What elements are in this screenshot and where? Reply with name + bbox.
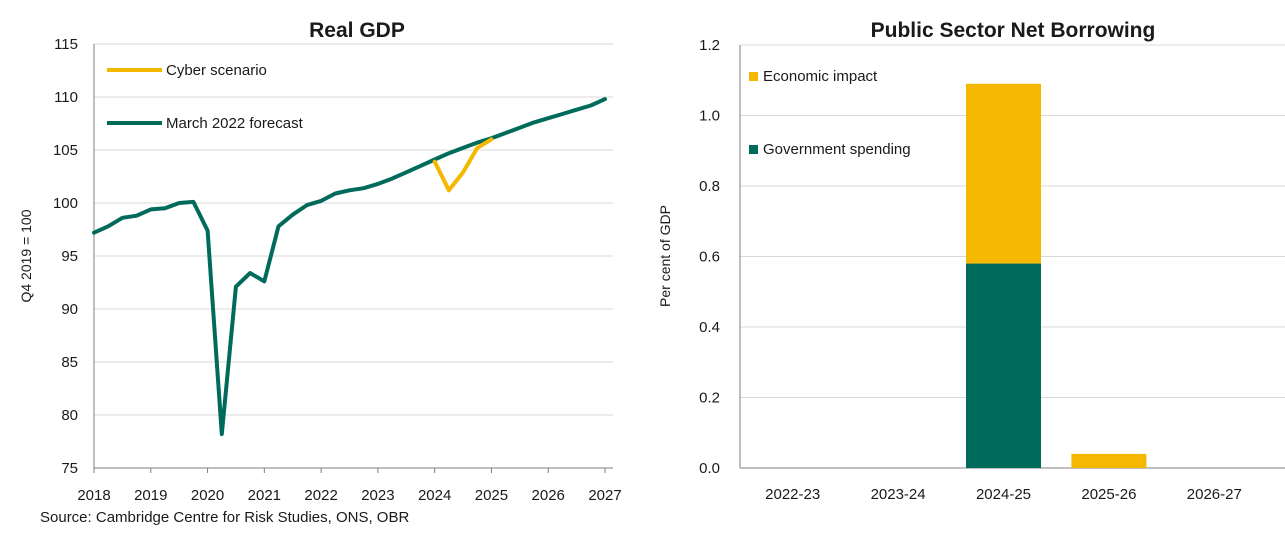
series-lines bbox=[92, 97, 607, 437]
y-tick-label: 100 bbox=[53, 195, 78, 212]
source-note: Source: Cambridge Centre for Risk Studie… bbox=[40, 509, 410, 526]
legend-label: March 2022 forecast bbox=[166, 115, 304, 132]
y-tick-label: 0.4 bbox=[699, 319, 720, 336]
bar-segment bbox=[966, 263, 1041, 468]
x-tick-label: 2027 bbox=[588, 487, 621, 504]
y-tick-label: 95 bbox=[61, 248, 78, 265]
y-tick-label: 0.8 bbox=[699, 178, 720, 195]
legend-swatch bbox=[749, 145, 758, 154]
y-tick-label: 115 bbox=[54, 36, 78, 53]
y-tick-label: 0.0 bbox=[699, 460, 720, 477]
x-tick-label: 2018 bbox=[77, 487, 110, 504]
y-tick-label: 1.0 bbox=[699, 108, 720, 125]
chart-title: Public Sector Net Borrowing bbox=[871, 19, 1156, 42]
y-tick-label: 0.2 bbox=[699, 390, 720, 407]
x-tick-label: 2020 bbox=[191, 487, 224, 504]
bars bbox=[966, 83, 1147, 468]
chart-title: Real GDP bbox=[309, 19, 405, 42]
x-tick-label: 2023 bbox=[361, 487, 394, 504]
real-gdp-chart: Real GDP Q4 2019 = 100 75 80 85 90 95 100 105 1… bbox=[18, 19, 622, 504]
x-tick-label: 2024-25 bbox=[976, 486, 1031, 503]
x-tick-label: 2025-26 bbox=[1081, 486, 1136, 503]
bar-segment bbox=[966, 83, 1041, 264]
y-axis-label: Q4 2019 = 100 bbox=[18, 209, 34, 302]
legend: Economic impact Government spending bbox=[749, 68, 911, 158]
bar-segment bbox=[1071, 453, 1147, 468]
y-tick-label: 90 bbox=[61, 301, 78, 318]
x-tick-labels: 2018 2019 2020 2021 2022 2023 2024 2025 2026 2027 bbox=[77, 468, 622, 504]
y-tick-label: 110 bbox=[54, 89, 78, 106]
legend-label: Government spending bbox=[763, 141, 911, 158]
legend: Cyber scenario March 2022 forecast bbox=[107, 62, 304, 132]
y-tick-label: 0.6 bbox=[699, 249, 720, 266]
y-tick-label: 75 bbox=[61, 460, 78, 477]
x-tick-label: 2022 bbox=[304, 487, 337, 504]
y-axis-label: Per cent of GDP bbox=[657, 205, 673, 307]
gridlines bbox=[93, 43, 613, 469]
y-tick-label: 80 bbox=[61, 407, 78, 424]
x-tick-label: 2022-23 bbox=[765, 486, 820, 503]
legend-label: Cyber scenario bbox=[166, 62, 267, 79]
series-line bbox=[432, 137, 494, 193]
x-tick-label: 2026 bbox=[532, 487, 565, 504]
x-tick-label: 2021 bbox=[248, 487, 281, 504]
legend-swatch bbox=[749, 72, 758, 81]
y-tick-label: 1.2 bbox=[699, 37, 720, 54]
x-tick-label: 2025 bbox=[475, 487, 508, 504]
y-tick-label: 105 bbox=[53, 142, 78, 159]
y-tick-label: 85 bbox=[61, 354, 78, 371]
psnb-chart: Public Sector Net Borrowing Per cent of … bbox=[657, 19, 1285, 503]
x-tick-label: 2026-27 bbox=[1187, 486, 1242, 503]
x-tick-labels: 2022-23 2023-24 2024-25 2025-26 2026-27 bbox=[765, 486, 1242, 503]
y-tick-labels: 0.0 0.2 0.4 0.6 0.8 1.0 1.2 bbox=[699, 37, 720, 477]
series-line bbox=[92, 97, 607, 437]
x-tick-label: 2024 bbox=[418, 487, 451, 504]
legend-label: Economic impact bbox=[763, 68, 878, 85]
y-tick-labels: 75 80 85 90 95 100 105 110 115 bbox=[53, 36, 78, 477]
x-tick-label: 2023-24 bbox=[871, 486, 926, 503]
x-tick-label: 2019 bbox=[134, 487, 167, 504]
